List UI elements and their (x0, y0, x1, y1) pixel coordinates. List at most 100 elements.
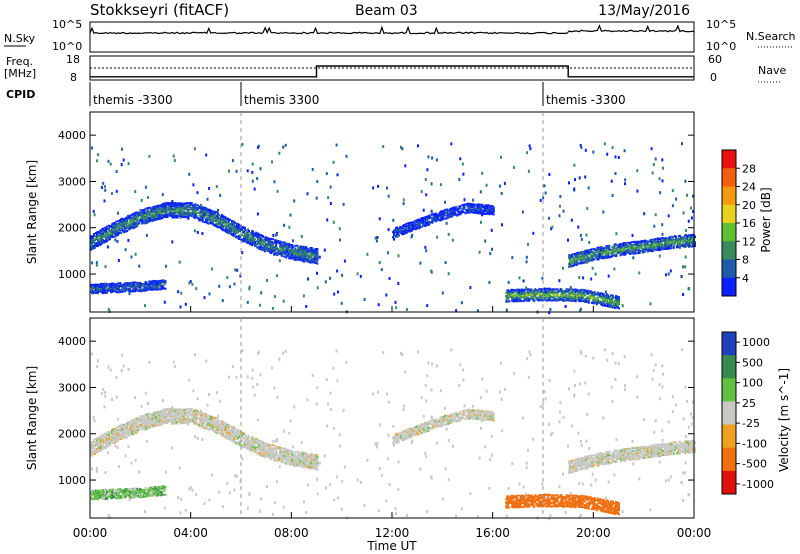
power-echo (129, 287, 132, 290)
power-echo (456, 207, 459, 210)
velocity-echo (117, 439, 120, 442)
power-echo (310, 255, 313, 258)
power-echo (539, 198, 542, 202)
power-echo (535, 297, 538, 300)
power-echo (101, 242, 104, 245)
power-echo (651, 248, 654, 251)
power-echo (531, 292, 534, 295)
power-echo (241, 251, 244, 255)
power-echo (685, 237, 688, 240)
power-echo (614, 306, 616, 309)
power-echo (316, 249, 319, 252)
power-echo (610, 300, 613, 303)
velocity-echo (139, 415, 142, 418)
power-echo (550, 292, 553, 295)
power-echo (640, 250, 643, 252)
power-echo (313, 257, 316, 261)
power-echo (653, 224, 656, 228)
power-echo (154, 284, 157, 287)
power-echo (613, 303, 615, 306)
power-echo (359, 274, 362, 278)
velocity-echo (138, 428, 141, 431)
freq-unit: [MHz] (4, 67, 36, 80)
power-echo (690, 216, 693, 220)
power-echo (237, 229, 239, 231)
power-echo (525, 260, 528, 264)
power-echo (93, 213, 96, 217)
power-echo (137, 289, 140, 291)
power-echo (429, 216, 432, 219)
power-echo (211, 218, 214, 221)
power-echo (93, 244, 95, 247)
power-echo (684, 265, 687, 269)
power-echo (311, 247, 314, 250)
power-echo (307, 255, 310, 257)
power-echo (276, 247, 279, 250)
power-echo (456, 214, 459, 217)
power-echo (394, 300, 397, 304)
power-echo (630, 252, 633, 255)
power-echo (316, 255, 319, 258)
velocity-echo (112, 436, 115, 439)
power-echo (278, 151, 281, 155)
velocity-echo (114, 434, 117, 437)
power-echo (256, 177, 259, 180)
power-echo (607, 253, 610, 256)
velocity-echo (164, 422, 167, 425)
power-echo (387, 194, 390, 198)
power-echo (312, 250, 315, 253)
power-echo (127, 289, 130, 292)
power-echo (670, 244, 673, 247)
power-echo (146, 209, 149, 211)
power-echo (241, 234, 243, 236)
power-echo (459, 212, 462, 215)
nave-tick-low: 0 (710, 71, 717, 84)
velocity-echo (129, 429, 132, 432)
power-echo (551, 289, 554, 292)
power-echo (669, 235, 672, 238)
power-echo (127, 284, 130, 287)
power-echo (91, 287, 93, 290)
power-echo (444, 261, 447, 265)
power-echo (523, 298, 526, 301)
power-echo (170, 206, 173, 209)
velocity-echo (167, 408, 170, 410)
power-echo (178, 208, 181, 210)
power-echo (568, 288, 571, 291)
power-echo (161, 214, 164, 217)
power-echo (208, 208, 211, 211)
power-echo (222, 225, 225, 228)
colorbar-tick-label: 20 (742, 199, 756, 212)
power-echo (416, 227, 419, 230)
power-echo (112, 230, 115, 233)
power-echo (201, 220, 204, 223)
power-echo (491, 205, 494, 208)
power-echo (477, 206, 480, 209)
power-echo (527, 296, 530, 299)
power-echo (244, 226, 246, 229)
power-echo (516, 296, 519, 299)
power-echo (595, 256, 598, 259)
power-echo (380, 268, 383, 272)
power-echo (293, 250, 296, 253)
power-echo (640, 240, 643, 243)
power-echo (521, 289, 524, 292)
power-echo (388, 277, 391, 280)
power-echo (125, 227, 128, 230)
power-echo (615, 301, 617, 304)
velocity-echo (93, 440, 95, 443)
velocity-echo (183, 409, 186, 412)
power-echo (201, 232, 204, 235)
power-echo (232, 233, 235, 236)
power-echo (282, 299, 285, 303)
power-echo (226, 221, 229, 224)
power-echo (421, 225, 424, 228)
velocity-echo (162, 417, 165, 420)
power-echo (325, 172, 328, 176)
power-echo (149, 286, 152, 289)
power-echo (131, 224, 134, 227)
power-echo (535, 296, 538, 299)
